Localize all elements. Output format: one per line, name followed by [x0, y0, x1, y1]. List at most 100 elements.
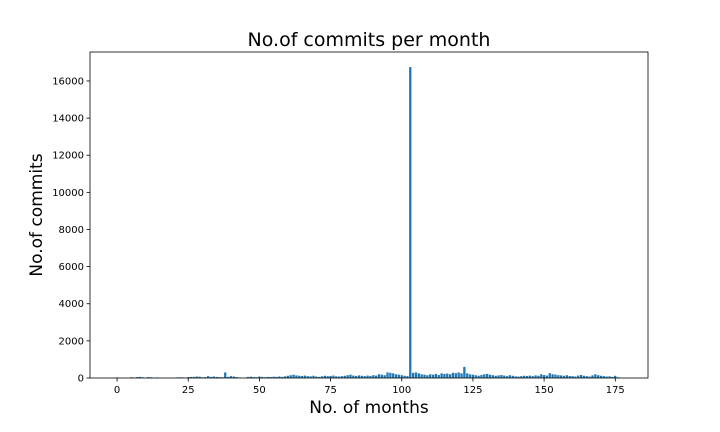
bar — [437, 375, 440, 378]
x-tick-label: 150 — [535, 385, 554, 396]
bar — [389, 372, 392, 378]
x-tick-label: 175 — [606, 385, 625, 396]
y-axis-label: No.of commits — [27, 153, 47, 276]
bar — [474, 375, 477, 378]
y-tick-label: 6000 — [59, 262, 84, 273]
bar — [582, 375, 586, 378]
bar — [326, 376, 329, 378]
bar — [349, 374, 352, 378]
bar — [420, 374, 423, 378]
bar — [195, 376, 198, 378]
y-tick-label: 10000 — [52, 188, 84, 199]
bar — [528, 375, 531, 378]
bar — [483, 374, 486, 378]
bar — [192, 376, 196, 378]
bar — [369, 375, 372, 378]
bar — [443, 373, 446, 378]
bar — [147, 377, 150, 378]
bar — [468, 374, 472, 378]
bar — [503, 375, 506, 378]
bar — [466, 373, 469, 378]
bar — [608, 376, 611, 378]
bar — [454, 373, 457, 378]
bar — [300, 375, 304, 378]
bar — [235, 377, 238, 378]
y-tick-label: 2000 — [59, 336, 84, 347]
bar — [352, 375, 355, 378]
bar — [588, 376, 591, 378]
y-tick-label: 16000 — [52, 76, 84, 87]
bar — [187, 377, 190, 378]
x-tick-label: 100 — [392, 385, 411, 396]
bar — [517, 376, 520, 378]
bar — [599, 375, 603, 378]
bar — [135, 377, 139, 378]
bar — [414, 372, 418, 378]
x-tick-label: 125 — [463, 385, 482, 396]
bar — [289, 375, 292, 378]
bar — [198, 376, 201, 378]
bar — [591, 375, 594, 378]
bar — [329, 375, 332, 378]
bar — [318, 376, 321, 378]
y-tick-label: 0 — [78, 374, 84, 385]
bar — [531, 376, 534, 378]
bar — [597, 375, 600, 378]
x-axis-label: No. of months — [309, 398, 429, 418]
bar — [520, 376, 523, 378]
bar — [406, 376, 409, 378]
bar — [548, 373, 551, 378]
bar — [594, 374, 597, 378]
bar — [508, 375, 512, 378]
bar — [574, 376, 577, 378]
bar — [494, 375, 497, 378]
bar — [477, 375, 480, 378]
bar — [471, 374, 475, 378]
bar — [232, 376, 235, 378]
bar — [585, 376, 588, 378]
y-tick-label: 12000 — [52, 151, 84, 162]
bar — [400, 375, 403, 378]
bar — [409, 67, 412, 378]
bar — [355, 375, 358, 378]
bar — [335, 376, 338, 378]
bar — [226, 376, 230, 378]
bar — [224, 372, 227, 378]
bar — [309, 376, 312, 378]
bar — [323, 375, 327, 378]
y-tick-label: 14000 — [52, 114, 84, 125]
bar — [560, 375, 563, 378]
bar — [380, 374, 383, 378]
bar — [497, 375, 500, 378]
bar — [440, 373, 443, 378]
bar — [411, 372, 415, 378]
bar — [614, 375, 617, 378]
bar — [540, 374, 543, 378]
bar — [292, 374, 295, 378]
bar — [366, 375, 369, 378]
bar — [315, 376, 318, 378]
bar — [403, 375, 406, 378]
bar — [557, 375, 560, 378]
bar — [523, 375, 526, 378]
bar — [554, 374, 557, 378]
bar — [258, 376, 261, 378]
bar — [611, 376, 614, 378]
bar — [266, 376, 270, 378]
bar — [374, 375, 378, 378]
bar — [431, 374, 435, 378]
bar — [448, 374, 452, 378]
bar — [272, 376, 275, 378]
bar — [392, 373, 395, 378]
bar — [218, 377, 221, 378]
bar — [394, 374, 398, 378]
bar — [346, 375, 349, 378]
bar — [565, 375, 569, 378]
bar — [383, 375, 386, 378]
bar — [261, 376, 264, 378]
bar — [386, 372, 389, 378]
bar — [377, 374, 381, 378]
bar — [275, 376, 278, 378]
x-tick-label: 0 — [114, 385, 120, 396]
bar — [252, 377, 255, 378]
